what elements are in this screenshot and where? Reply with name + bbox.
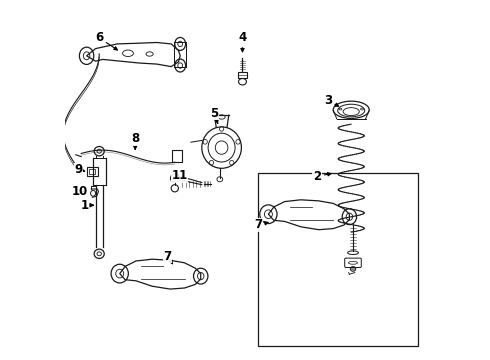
Text: 1: 1 (81, 199, 93, 212)
Text: 9: 9 (74, 163, 85, 176)
Text: 2: 2 (313, 170, 331, 183)
Text: 7: 7 (164, 250, 172, 264)
Text: 8: 8 (131, 132, 139, 149)
Text: 5: 5 (210, 107, 219, 123)
Text: 6: 6 (95, 31, 118, 50)
Text: 3: 3 (324, 94, 339, 107)
Text: 7: 7 (254, 219, 268, 231)
Text: 11: 11 (172, 169, 188, 182)
Text: 4: 4 (238, 31, 246, 52)
Bar (174, 42, 186, 67)
Bar (258, 173, 418, 346)
Text: 10: 10 (71, 185, 88, 198)
